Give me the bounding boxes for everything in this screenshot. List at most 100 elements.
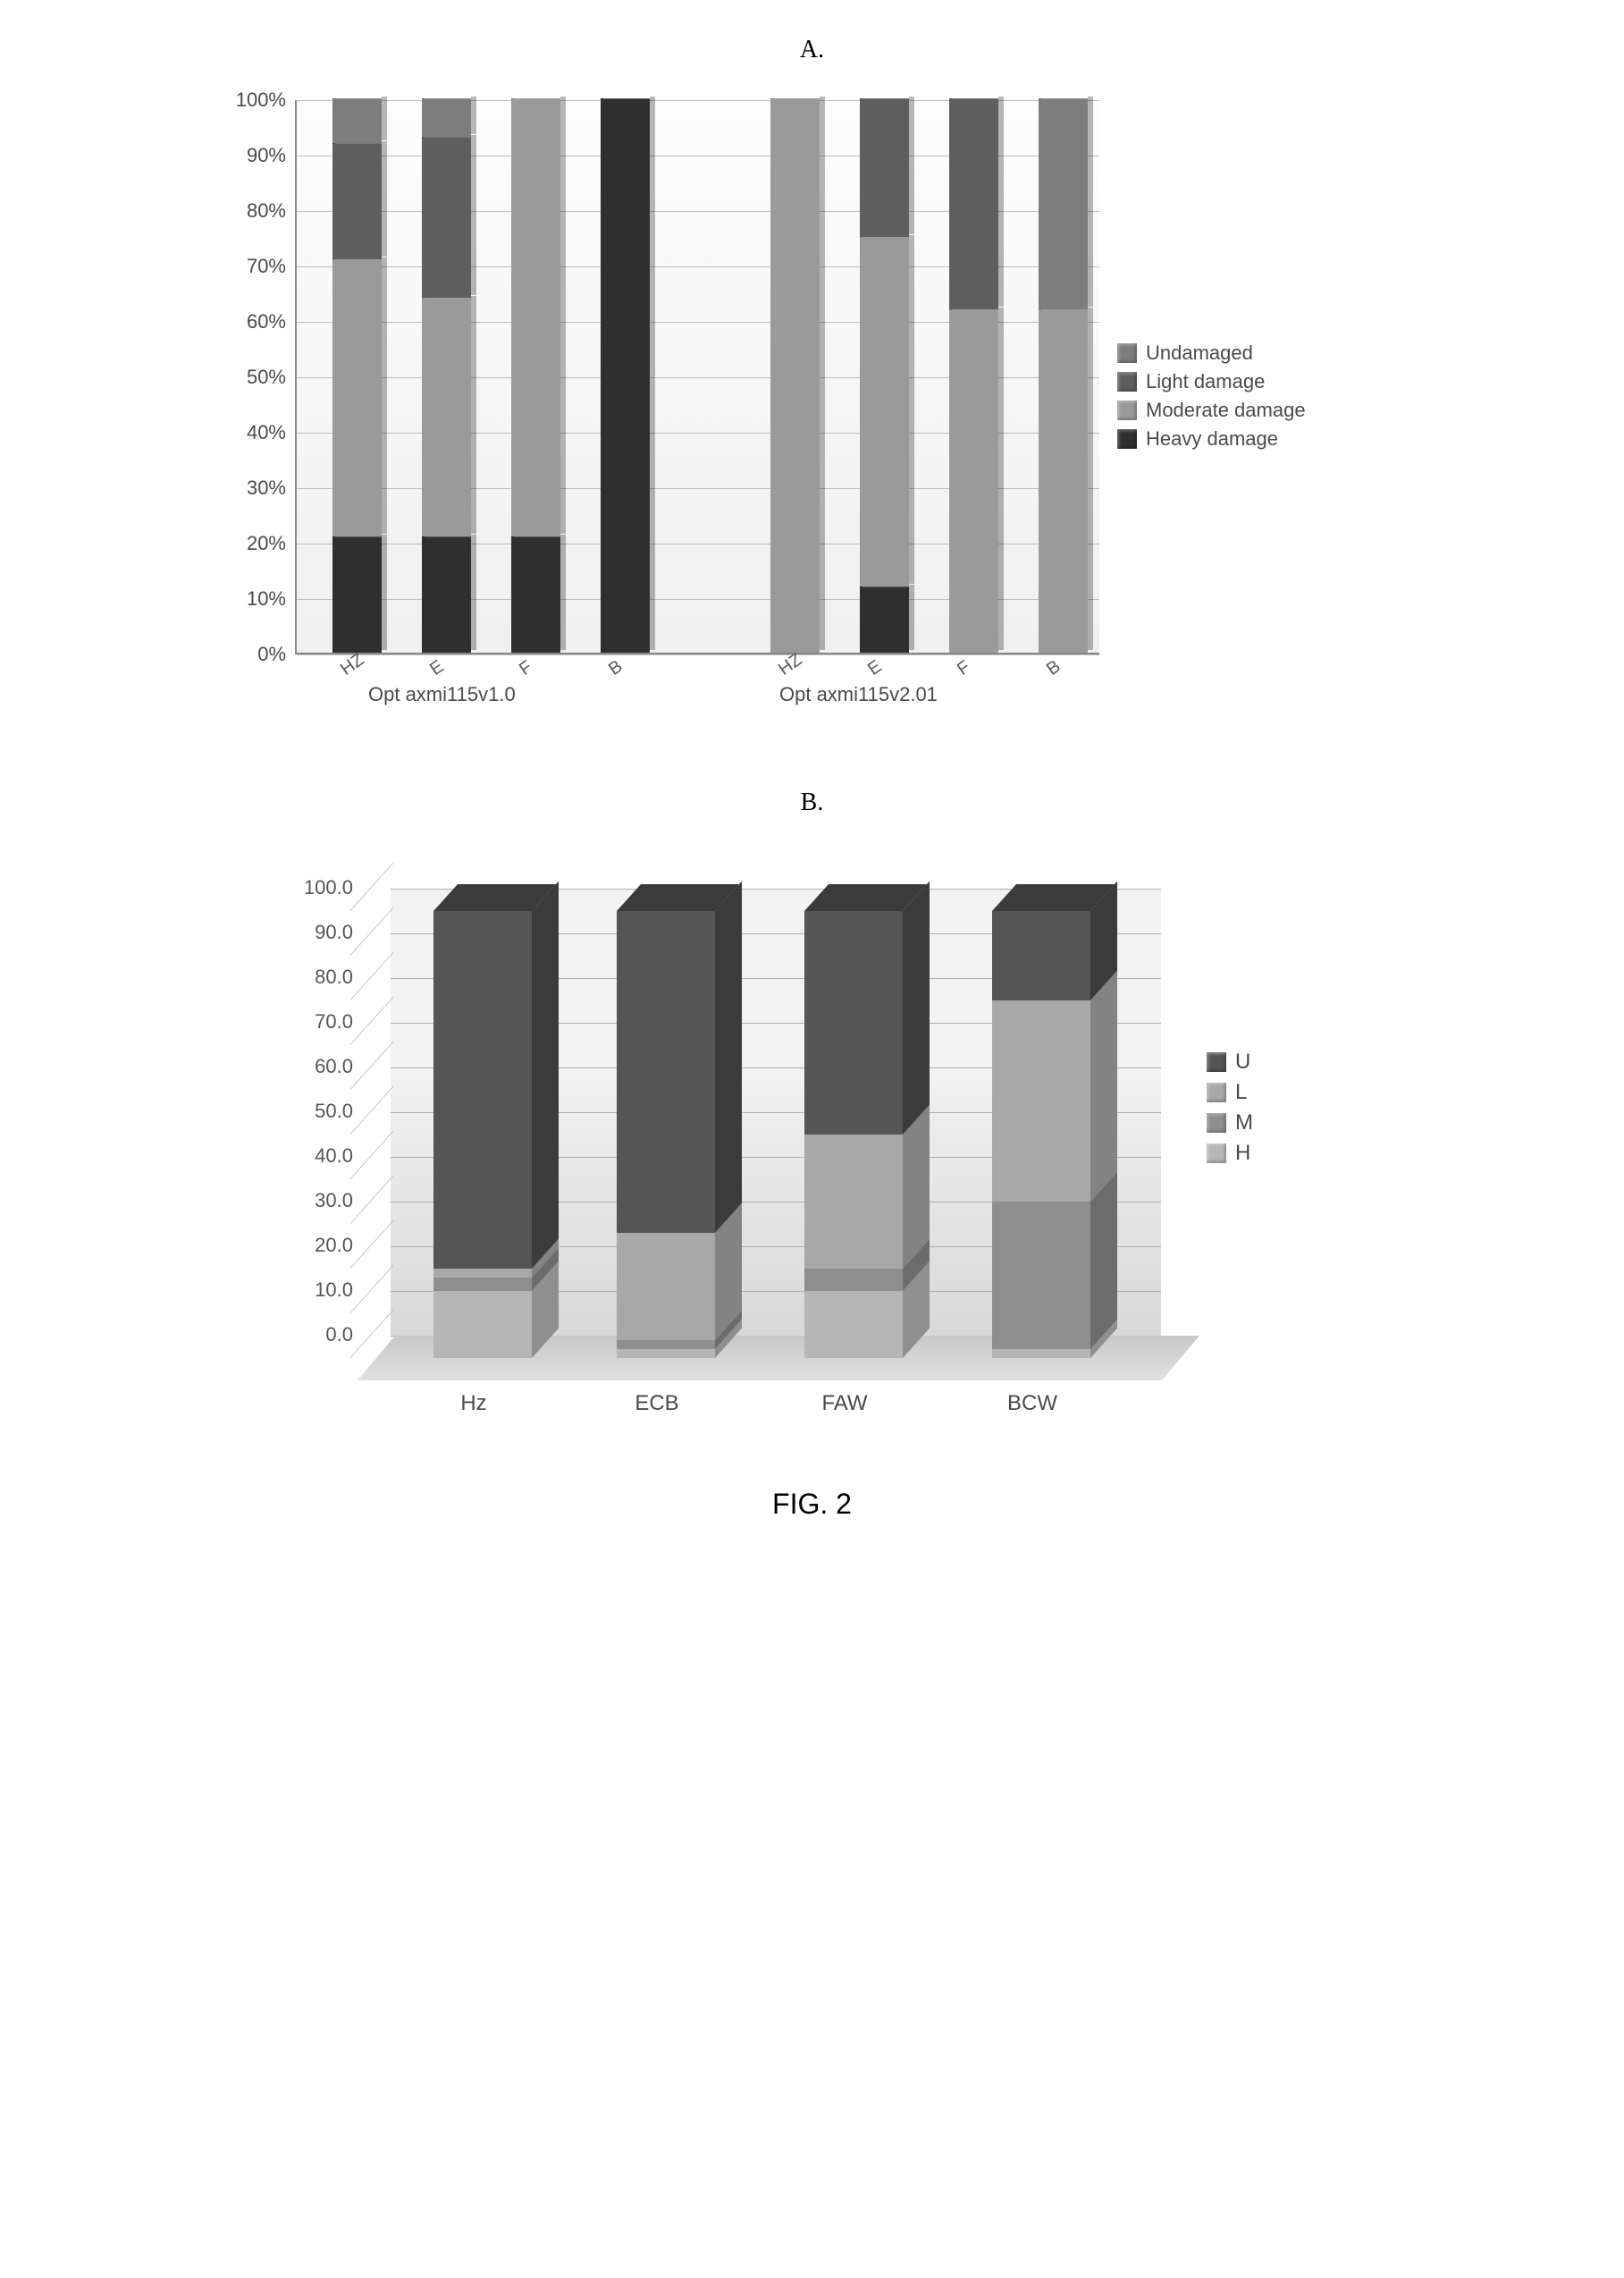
chart-b-ytick — [350, 1265, 393, 1313]
chart-b-ytick — [350, 907, 393, 956]
chart-b-segment-M — [804, 1269, 903, 1291]
chart-b-legend-item: M — [1207, 1110, 1253, 1135]
chart-a-bar — [332, 98, 382, 653]
chart-a-segment-moderate — [860, 237, 909, 586]
panel-a-label: A. — [89, 36, 1535, 64]
chart-a-segment-moderate — [332, 259, 382, 536]
chart-a-xtick-label: F — [954, 657, 974, 680]
legend-swatch — [1207, 1083, 1226, 1102]
chart-a-bar — [770, 98, 820, 653]
chart-b-ytick-label: 30.0 — [299, 1189, 353, 1212]
chart-b-ytick-label: 70.0 — [299, 1010, 353, 1034]
chart-b-segment-U — [804, 911, 903, 1135]
chart-a-group-label: Opt axmi115v2.01 — [779, 683, 938, 706]
legend-label: Undamaged — [1146, 342, 1253, 365]
chart-b-segment-U — [617, 911, 715, 1233]
chart-a-ytick-label: 90% — [206, 144, 286, 167]
legend-swatch — [1117, 401, 1137, 420]
chart-a-segment-heavy — [601, 98, 650, 653]
legend-label: M — [1235, 1110, 1253, 1135]
chart-b-bar — [617, 911, 715, 1358]
chart-b: ULMH 0.010.020.030.040.050.060.070.080.0… — [232, 844, 1260, 1434]
chart-a-gridline — [297, 654, 1099, 655]
chart-b-segment-U — [992, 911, 1090, 1000]
chart-a-segment-moderate — [949, 309, 998, 653]
legend-label: Heavy damage — [1146, 427, 1278, 451]
chart-b-legend: ULMH — [1207, 1050, 1253, 1171]
chart-a-bar — [601, 98, 650, 653]
chart-a-bar — [949, 98, 998, 653]
chart-a-segment-light — [949, 98, 998, 309]
chart-b-segment-L — [617, 1233, 715, 1340]
chart-a-ytick-label: 70% — [206, 255, 286, 278]
chart-b-xtick-label: ECB — [608, 1391, 706, 1416]
chart-b-xtick-label: FAW — [795, 1391, 894, 1416]
chart-b-segment-U — [433, 911, 532, 1269]
legend-swatch — [1117, 343, 1137, 363]
chart-a-ytick-label: 80% — [206, 199, 286, 223]
chart-a-legend: UndamagedLight damageModerate damageHeav… — [1117, 342, 1306, 456]
chart-a-segment-undamaged — [332, 98, 382, 143]
chart-b-ytick — [350, 1086, 393, 1135]
chart-b-segment-H — [992, 1349, 1090, 1358]
panel-b: B. ULMH 0.010.020.030.040.050.060.070.08… — [89, 789, 1535, 1434]
chart-b-segment-L — [433, 1269, 532, 1278]
chart-a-segment-moderate — [422, 298, 471, 536]
chart-b-segment-M — [617, 1340, 715, 1349]
chart-b-ytick-label: 40.0 — [299, 1144, 353, 1168]
chart-b-ytick-label: 60.0 — [299, 1055, 353, 1078]
legend-label: Moderate damage — [1146, 399, 1306, 422]
chart-b-segment-side-M — [1090, 1172, 1117, 1349]
chart-b-ytick — [350, 1131, 393, 1179]
chart-b-xtick-label: BCW — [983, 1391, 1081, 1416]
legend-swatch — [1207, 1052, 1226, 1072]
chart-a-group-label: Opt axmi115v1.0 — [368, 683, 516, 706]
chart-b-segment-L — [804, 1135, 903, 1269]
chart-b-segment-side-U — [532, 882, 559, 1269]
chart-a-segment-undamaged — [1039, 98, 1088, 309]
chart-a-ytick-label: 10% — [206, 587, 286, 611]
chart-a-segment-moderate — [511, 98, 560, 536]
chart-a-ytick-label: 30% — [206, 477, 286, 500]
chart-b-ytick — [350, 952, 393, 1000]
chart-b-segment-M — [433, 1278, 532, 1291]
chart-a-bar — [422, 98, 471, 653]
legend-swatch — [1117, 429, 1137, 449]
chart-b-legend-item: L — [1207, 1080, 1253, 1105]
chart-b-bar — [804, 911, 903, 1358]
chart-b-segment-M — [992, 1202, 1090, 1349]
chart-a-segment-undamaged — [422, 98, 471, 137]
chart-b-bar — [992, 911, 1090, 1358]
chart-a-ytick-label: 50% — [206, 366, 286, 389]
chart-b-ytick-label: 100.0 — [299, 876, 353, 899]
chart-b-bar — [433, 911, 532, 1358]
chart-b-segment-L — [992, 1000, 1090, 1202]
chart-a-ytick-label: 0% — [206, 643, 286, 666]
chart-b-ytick — [350, 1042, 393, 1090]
chart-a-segment-heavy — [332, 536, 382, 653]
chart-a-ytick-label: 20% — [206, 532, 286, 555]
chart-a-legend-item: Heavy damage — [1117, 427, 1306, 451]
chart-a-segment-light — [422, 137, 471, 298]
chart-a-ytick-label: 40% — [206, 421, 286, 444]
chart-a-segment-moderate — [770, 98, 820, 653]
legend-label: L — [1235, 1080, 1247, 1105]
chart-a-segment-light — [860, 98, 909, 237]
chart-b-segment-H — [617, 1349, 715, 1358]
chart-a-ytick-label: 100% — [206, 89, 286, 112]
chart-a-bar — [860, 98, 909, 653]
chart-b-ytick-label: 90.0 — [299, 921, 353, 944]
chart-b-xtick-label: Hz — [425, 1391, 523, 1416]
chart-b-ytick — [350, 1176, 393, 1224]
chart-a-xtick-label: E — [864, 656, 886, 679]
chart-a-bar — [1039, 98, 1088, 653]
chart-a: HZEFBHZEFBOpt axmi115v1.0Opt axmi115v2.0… — [206, 91, 1189, 735]
legend-label: H — [1235, 1141, 1250, 1166]
chart-b-ytick-label: 0.0 — [299, 1323, 353, 1346]
chart-a-plot: HZEFBHZEFBOpt axmi115v1.0Opt axmi115v2.0… — [295, 100, 1099, 654]
chart-b-segment-side-U — [903, 882, 930, 1135]
legend-swatch — [1117, 372, 1137, 392]
chart-a-xtick-label: B — [605, 656, 627, 679]
chart-a-xtick-label: B — [1043, 656, 1064, 679]
chart-a-xtick-label: E — [426, 656, 448, 679]
